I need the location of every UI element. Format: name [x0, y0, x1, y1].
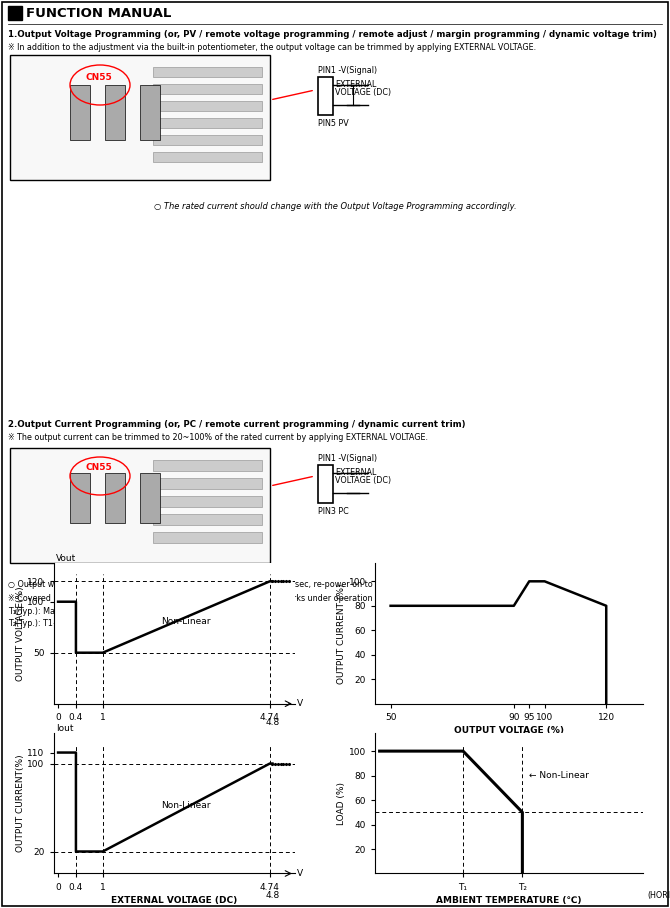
Bar	[8, 6, 22, 20]
Text: Non-Linear: Non-Linear	[161, 801, 210, 810]
Text: CN55: CN55	[85, 73, 112, 82]
Text: V: V	[297, 869, 303, 878]
Text: ※ In addition to the adjustment via the built-in potentiometer, the output volta: ※ In addition to the adjustment via the …	[8, 43, 536, 52]
Bar	[318, 77, 333, 115]
Text: CN55: CN55	[85, 463, 112, 472]
Text: ※ Covered by over temperature protection, auto de-rating function works under op: ※ Covered by over temperature protection…	[8, 594, 630, 603]
Y-axis label: OUTPUT CURRENT(%): OUTPUT CURRENT(%)	[15, 755, 25, 852]
Text: T₂(Typ.): T1+5℃.: T₂(Typ.): T1+5℃.	[8, 619, 76, 628]
Bar	[153, 460, 262, 471]
Text: 2.Output Current Programming (or, PC / remote current programming / dynamic curr: 2.Output Current Programming (or, PC / r…	[8, 420, 466, 429]
Bar	[153, 514, 262, 525]
Text: VOLTAGE (DC): VOLTAGE (DC)	[335, 88, 391, 97]
X-axis label: AMBIENT TEMPERATURE (℃): AMBIENT TEMPERATURE (℃)	[436, 895, 582, 904]
X-axis label: EXTERNAL VOLTAGE (DC): EXTERNAL VOLTAGE (DC)	[111, 895, 237, 904]
Text: ○ Output will shut down after O/P voltage is below < 80% of Vset for 5 sec, re-p: ○ Output will shut down after O/P voltag…	[8, 580, 408, 589]
Text: Iout: Iout	[56, 724, 73, 733]
Bar	[318, 465, 333, 503]
Text: V: V	[297, 699, 303, 708]
Text: 4.8: 4.8	[265, 718, 279, 727]
Text: PIN3 PC: PIN3 PC	[318, 507, 349, 516]
Bar	[153, 118, 262, 128]
Text: 1.Output Voltage Programming (or, PV / remote voltage programming / remote adjus: 1.Output Voltage Programming (or, PV / r…	[8, 30, 657, 39]
X-axis label: OUTPUT VOLTAGE (%): OUTPUT VOLTAGE (%)	[454, 725, 564, 735]
Bar	[70, 473, 90, 523]
Bar	[153, 152, 262, 162]
Text: ○ The rated current should change with the Output Voltage Programming accordingl: ○ The rated current should change with t…	[153, 202, 517, 212]
Text: ※ The output current can be trimmed to 20~100% of the rated current by applying : ※ The output current can be trimmed to 2…	[8, 433, 428, 442]
Text: Non-Linear: Non-Linear	[161, 617, 210, 627]
Bar	[70, 85, 90, 140]
Bar	[140, 473, 160, 523]
Bar	[105, 473, 125, 523]
Y-axis label: LOAD (%): LOAD (%)	[337, 782, 346, 824]
Bar	[10, 55, 270, 180]
Text: ← Non-Linear: ← Non-Linear	[529, 771, 589, 780]
Text: PIN1 -V(Signal): PIN1 -V(Signal)	[318, 66, 377, 75]
Y-axis label: OUTPUT VOLTAGE(%): OUTPUT VOLTAGE(%)	[15, 586, 25, 681]
Bar	[153, 67, 262, 77]
Text: EXTERNAL: EXTERNAL	[335, 80, 377, 89]
Bar	[153, 496, 262, 507]
Text: VOLTAGE (DC): VOLTAGE (DC)	[335, 476, 391, 485]
Text: PIN1 -V(Signal): PIN1 -V(Signal)	[318, 454, 377, 463]
Bar	[153, 101, 262, 111]
Bar	[153, 532, 262, 543]
Text: PIN5 PV: PIN5 PV	[318, 119, 349, 128]
Text: Vout: Vout	[56, 554, 76, 563]
Text: T₁(Typ.): Maximum ambient temperature of full load.: T₁(Typ.): Maximum ambient temperature of…	[8, 607, 220, 616]
Bar	[140, 85, 160, 140]
Text: EXTERNAL: EXTERNAL	[335, 468, 377, 477]
Text: (HORIZONTAL): (HORIZONTAL)	[648, 891, 670, 900]
Text: FUNCTION MANUAL: FUNCTION MANUAL	[26, 7, 172, 20]
Bar	[153, 135, 262, 145]
Bar	[105, 85, 125, 140]
Y-axis label: OUTPUT CURRENT (%): OUTPUT CURRENT (%)	[337, 583, 346, 684]
Bar	[10, 448, 270, 563]
Bar	[153, 84, 262, 94]
Bar	[153, 478, 262, 489]
Text: 4.8: 4.8	[265, 891, 279, 900]
